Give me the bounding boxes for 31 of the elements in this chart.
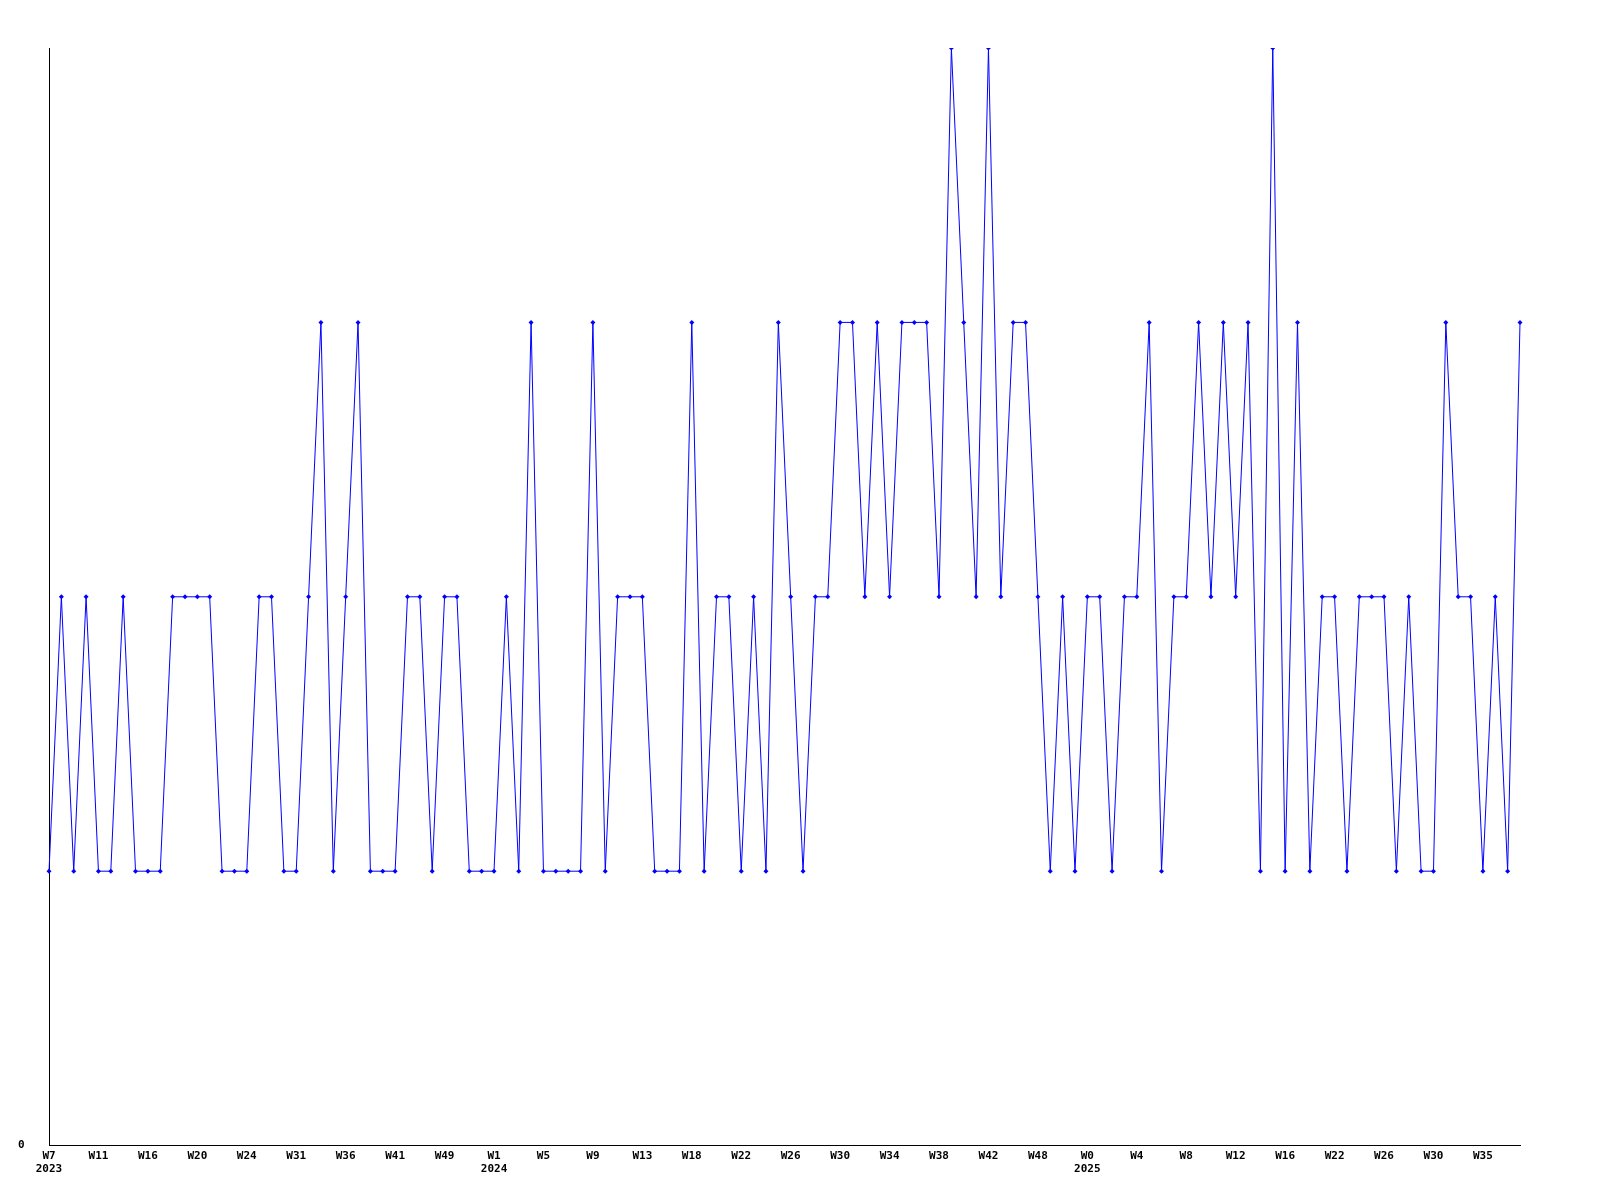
- x-tick-label: W31: [286, 1149, 307, 1163]
- x-tick-label: W22: [1324, 1149, 1345, 1163]
- x-tick-label: W18: [681, 1149, 702, 1163]
- x-tick-label: W20: [187, 1149, 208, 1163]
- text: 0: [18, 1138, 25, 1152]
- x-tick-label: W12: [1225, 1149, 1246, 1163]
- x-tick-label: W42: [978, 1149, 999, 1163]
- x-tick-label: W0 2025: [1074, 1149, 1101, 1176]
- x-tick-label: W30: [830, 1149, 851, 1163]
- x-tick-label: W35: [1472, 1149, 1493, 1163]
- x-tick-label: W48: [1027, 1149, 1048, 1163]
- x-tick-label: W16: [137, 1149, 159, 1163]
- x-tick-label: W11: [88, 1149, 109, 1163]
- x-tick-label: W22: [731, 1149, 752, 1163]
- x-tick-label: W9: [586, 1149, 600, 1163]
- x-tick-label: W38: [929, 1149, 949, 1163]
- x-tick-label: W49: [434, 1149, 455, 1163]
- x-tick-label: W26: [1374, 1149, 1395, 1163]
- x-tick-label: W30: [1423, 1149, 1444, 1163]
- x-tick-label: W13: [632, 1149, 653, 1163]
- x-tick-label: W24: [236, 1149, 258, 1163]
- x-tick-label: W4: [1130, 1149, 1144, 1163]
- x-tick-label: W26: [780, 1149, 801, 1163]
- x-tick-label: W34: [879, 1149, 900, 1163]
- x-tick-label: W1 2024: [480, 1149, 508, 1176]
- x-tick-label: W16: [1275, 1149, 1296, 1163]
- x-tick-label: W36: [335, 1149, 356, 1163]
- x-tick-label: W41: [385, 1149, 406, 1163]
- x-tick-label: W7 2023: [35, 1149, 63, 1176]
- x-tick-label: W8: [1179, 1149, 1193, 1163]
- x-tick-label: W5: [536, 1149, 551, 1163]
